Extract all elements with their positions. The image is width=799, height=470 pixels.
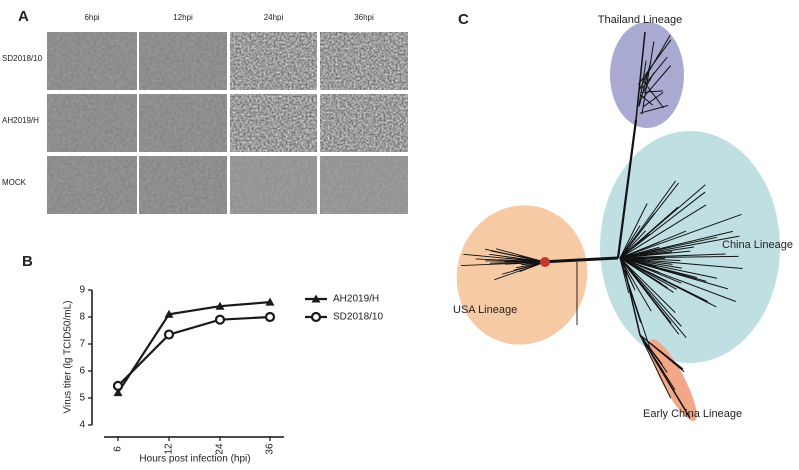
lineage-label: USA Lineage — [453, 304, 517, 316]
lineage-region — [441, 191, 603, 360]
micrograph-texture — [230, 94, 317, 152]
series-line — [118, 317, 270, 386]
data-point — [266, 313, 274, 321]
x-axis-label: Hours post infection (hpi) — [139, 454, 250, 465]
data-point — [165, 331, 173, 339]
micrograph-texture — [139, 94, 227, 152]
micrograph-texture — [230, 156, 317, 214]
series-line — [118, 302, 270, 392]
x-tick-label: 36 — [265, 443, 276, 455]
legend-label: SD2018/10 — [333, 312, 383, 323]
legend-label: AH2019/H — [333, 294, 379, 305]
micrograph-texture — [230, 32, 317, 90]
column-label: 24hpi — [264, 13, 284, 22]
column-label: 6hpi — [84, 13, 99, 22]
micrograph-texture — [320, 156, 408, 214]
micrograph-texture — [47, 156, 137, 214]
micrograph-texture — [139, 32, 227, 90]
data-point — [312, 313, 320, 321]
row-label: AH2019/H — [2, 116, 39, 125]
micrograph-texture — [320, 94, 408, 152]
panel-label: A — [18, 8, 29, 25]
data-point — [114, 382, 122, 390]
row-label: MOCK — [2, 178, 27, 187]
micrograph-grid: 6hpi 12hpi 24hpi 36hpi SD2018/10 AH2019/H MOCK — [2, 13, 408, 214]
y-tick-label: 6 — [79, 366, 85, 377]
phylogenetic-tree: Thailand Lineage China Lineage USA Linea… — [441, 14, 793, 426]
y-tick-label: 7 — [79, 339, 85, 350]
micrograph-texture — [139, 156, 227, 214]
y-tick-label: 5 — [79, 393, 85, 404]
data-point — [216, 316, 224, 324]
row-label: SD2018/10 — [2, 54, 43, 63]
y-tick-label: 8 — [79, 312, 85, 323]
y-axis-label: Virus titer (lg TCID50/mL) — [63, 301, 74, 414]
lineage-label: China Lineage — [722, 239, 793, 251]
lineage-label: Early China Lineage — [643, 408, 742, 420]
node-cluster — [540, 257, 550, 267]
x-tick-label: 6 — [113, 446, 124, 452]
y-tick-label: 4 — [79, 420, 85, 431]
micrograph-texture — [47, 94, 137, 152]
panel-label: B — [22, 253, 33, 270]
panel-label: C — [458, 11, 469, 28]
lineage-label: Thailand Lineage — [598, 14, 682, 26]
micrograph-texture — [47, 32, 137, 90]
y-tick-label: 9 — [79, 285, 85, 296]
column-label: 36hpi — [354, 13, 374, 22]
column-label: 12hpi — [173, 13, 193, 22]
micrograph-texture — [320, 32, 408, 90]
